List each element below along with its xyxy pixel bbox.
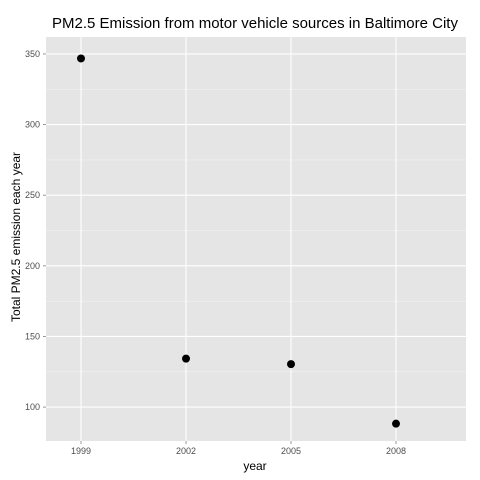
x-tick-label: 2002 xyxy=(176,446,196,456)
major-gridlines xyxy=(46,37,466,441)
data-point xyxy=(182,354,190,363)
data-point xyxy=(287,360,295,369)
y-axis-title: Total PM2.5 emission each year xyxy=(9,152,23,322)
y-tick-label: 200 xyxy=(25,261,40,271)
y-tick-label: 350 xyxy=(25,49,40,59)
data-point xyxy=(77,54,85,63)
x-tick-label: 2005 xyxy=(281,446,301,456)
y-tick-label: 300 xyxy=(25,120,40,130)
x-axis-ticks: 1999 2002 2005 2008 xyxy=(71,441,406,456)
x-tick-label: 2008 xyxy=(386,446,406,456)
plot-panel xyxy=(46,37,466,441)
x-tick-label: 1999 xyxy=(71,446,91,456)
y-tick-label: 100 xyxy=(25,402,40,412)
x-axis-title: year xyxy=(243,459,266,473)
data-points xyxy=(77,54,400,428)
y-tick-label: 250 xyxy=(25,190,40,200)
data-point xyxy=(392,419,400,428)
y-axis-ticks: 100 150 200 250 300 350 xyxy=(25,49,46,412)
chart-title: PM2.5 Emission from motor vehicle source… xyxy=(52,15,458,32)
y-tick-label: 150 xyxy=(25,331,40,341)
